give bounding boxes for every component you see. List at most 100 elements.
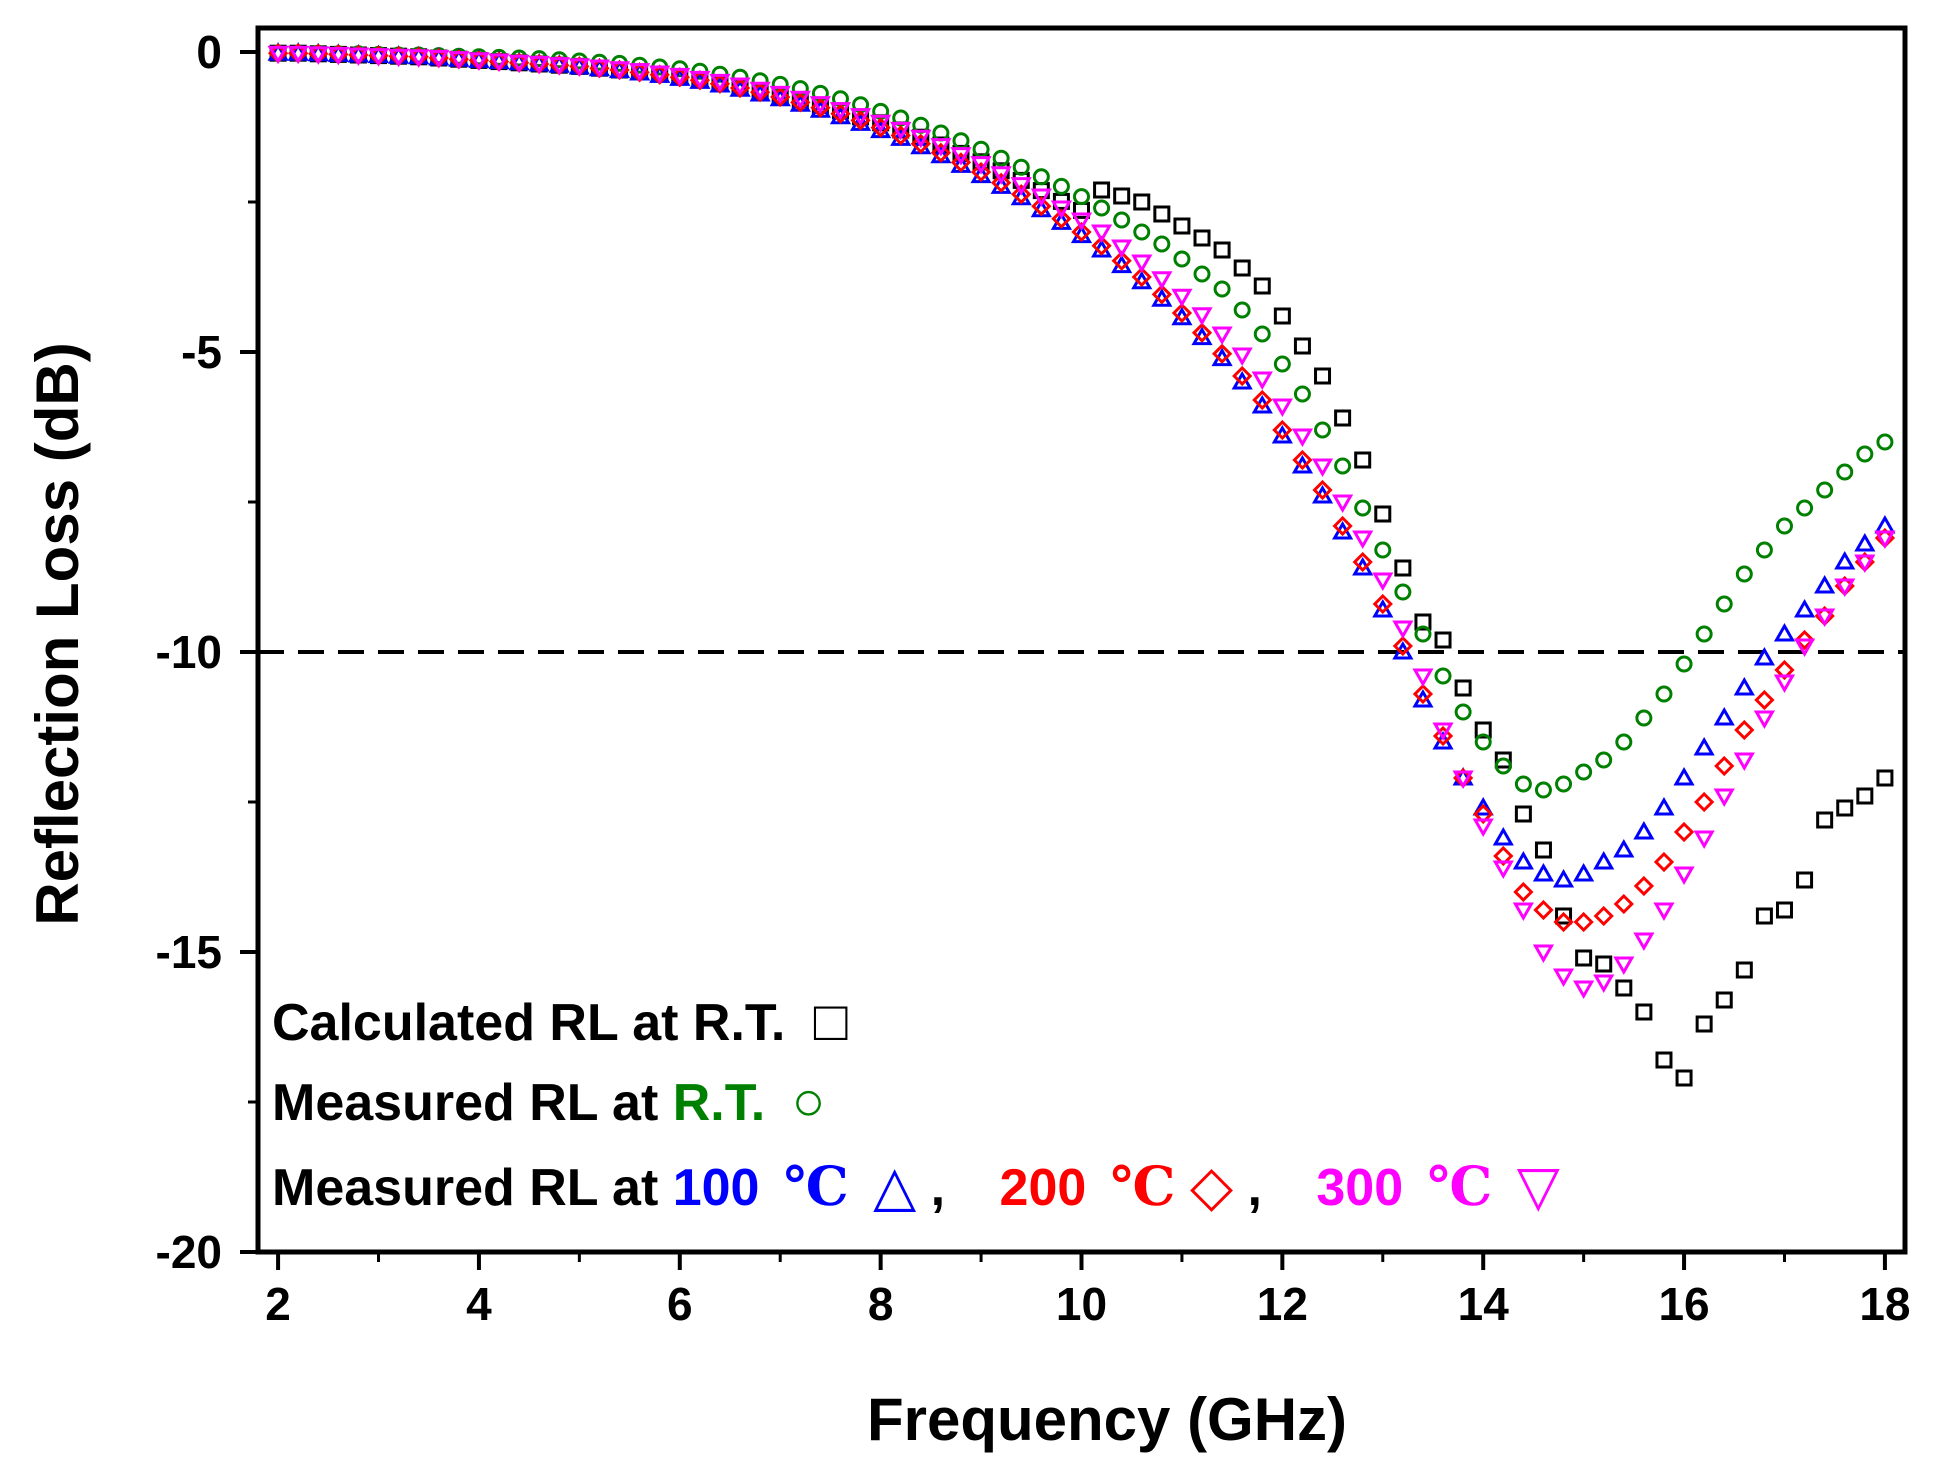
data-point-diamond	[1392, 635, 1413, 657]
legend-line-measured-rt: Measured RL at R.T. ○	[272, 1069, 825, 1132]
data-point-inverted-triangle	[629, 63, 651, 82]
data-point-inverted-triangle	[1050, 200, 1072, 220]
data-point-circle	[1534, 781, 1552, 799]
data-point-circle	[1193, 265, 1211, 283]
data-point-inverted-triangle	[1211, 326, 1233, 346]
data-point-circle	[1454, 703, 1472, 721]
data-point-square	[1354, 451, 1372, 469]
data-point-inverted-triangle	[1432, 722, 1454, 742]
data-point-square	[1474, 721, 1492, 739]
data-point-circle	[1233, 301, 1251, 319]
data-point-square	[1856, 787, 1874, 805]
x-tick-label-12: 12	[1257, 1278, 1308, 1330]
data-point-inverted-triangle	[568, 58, 590, 77]
series-diamond	[267, 43, 1896, 933]
data-point-circle	[1675, 655, 1693, 673]
data-point-inverted-triangle	[829, 102, 852, 121]
data-point-circle	[1655, 685, 1673, 703]
data-point-inverted-triangle	[1814, 608, 1836, 628]
data-point-circle	[1073, 188, 1090, 206]
data-point-diamond	[870, 117, 891, 138]
data-point-inverted-triangle	[950, 147, 972, 166]
legend-300-unit: ℃	[1428, 1157, 1493, 1217]
data-point-diamond	[1673, 821, 1695, 843]
data-point-circle	[1595, 751, 1613, 769]
data-point-inverted-triangle	[367, 48, 390, 67]
x-tick-label-8: 8	[868, 1278, 894, 1330]
data-point-diamond	[1653, 851, 1675, 873]
data-point-diamond	[1031, 196, 1052, 217]
data-point-diamond	[1352, 551, 1373, 573]
data-point-square	[1675, 1069, 1693, 1087]
data-point-diamond	[1312, 479, 1333, 501]
data-point-inverted-triangle	[1874, 530, 1896, 550]
legend: Calculated RL at R.T. □ Measured RL at R…	[272, 989, 1560, 1217]
data-point-triangle	[1472, 796, 1494, 816]
data-point-inverted-triangle	[307, 46, 329, 65]
data-point-diamond	[910, 133, 931, 154]
data-point-inverted-triangle	[1633, 932, 1655, 952]
data-point-inverted-triangle	[1091, 224, 1113, 244]
data-point-diamond	[1191, 322, 1213, 343]
data-point-diamond	[1633, 875, 1655, 897]
data-point-inverted-triangle	[1010, 177, 1032, 196]
legend-measured-prefix-2: Measured RL at	[272, 1159, 673, 1217]
data-point-diamond	[850, 110, 871, 131]
data-point-inverted-triangle	[608, 61, 631, 80]
data-point-inverted-triangle	[1573, 980, 1595, 1000]
y-tick-label--15: -15	[156, 926, 222, 978]
data-point-square	[1153, 205, 1171, 223]
data-point-square	[1193, 229, 1211, 247]
data-point-inverted-triangle	[1653, 902, 1675, 922]
y-tick-label--5: -5	[181, 326, 222, 378]
data-point-circle	[1273, 355, 1291, 373]
x-axis-title: Frequency (GHz)	[867, 1386, 1347, 1453]
data-point-inverted-triangle	[1372, 572, 1394, 592]
data-point-square	[1454, 679, 1472, 697]
data-point-inverted-triangle	[649, 65, 671, 85]
data-point-inverted-triangle	[428, 49, 450, 69]
data-point-diamond	[991, 172, 1012, 193]
data-point-diamond	[1412, 683, 1434, 705]
data-point-inverted-triangle	[1131, 254, 1153, 274]
data-point-circle	[1354, 499, 1372, 517]
data-point-square	[1173, 217, 1191, 235]
data-point-square	[1334, 409, 1352, 427]
data-point-inverted-triangle	[849, 108, 872, 127]
data-point-diamond	[1533, 899, 1554, 921]
data-point-inverted-triangle	[1251, 371, 1273, 391]
data-point-inverted-triangle	[870, 114, 892, 134]
data-point-inverted-triangle	[388, 48, 410, 68]
data-point-square	[1314, 367, 1332, 385]
data-point-inverted-triangle	[1512, 902, 1534, 922]
data-point-inverted-triangle	[1472, 818, 1494, 838]
series-square	[269, 44, 1894, 1087]
data-point-circle	[1715, 595, 1733, 613]
data-point-inverted-triangle	[1332, 494, 1354, 514]
data-point-square	[1876, 769, 1894, 787]
legend-300-value: 300	[1316, 1159, 1403, 1217]
x-tick-label-16: 16	[1658, 1278, 1709, 1330]
data-point-diamond	[1714, 755, 1735, 777]
data-point-triangle	[1673, 766, 1695, 786]
data-point-triangle	[1733, 676, 1755, 696]
legend-square-icon: □	[814, 989, 848, 1052]
legend-100-value: 100	[673, 1159, 760, 1217]
data-point-inverted-triangle	[1271, 398, 1293, 418]
data-point-inverted-triangle	[1532, 944, 1555, 964]
data-point-circle	[1514, 775, 1532, 793]
data-point-diamond	[970, 161, 992, 183]
data-point-square	[1514, 805, 1532, 823]
data-point-inverted-triangle	[1291, 428, 1314, 448]
data-point-inverted-triangle	[1111, 239, 1133, 259]
data-point-inverted-triangle	[287, 45, 309, 65]
data-point-circle	[1293, 385, 1311, 403]
data-point-triangle	[1492, 826, 1514, 846]
data-point-inverted-triangle	[448, 51, 470, 70]
data-point-triangle	[1532, 862, 1555, 882]
series-inverted-triangle	[267, 45, 1896, 1000]
data-point-circle	[1635, 709, 1653, 727]
data-point-circle	[1775, 517, 1793, 535]
data-point-diamond	[1051, 208, 1072, 229]
legend-separator-2: ,	[1247, 1159, 1261, 1217]
